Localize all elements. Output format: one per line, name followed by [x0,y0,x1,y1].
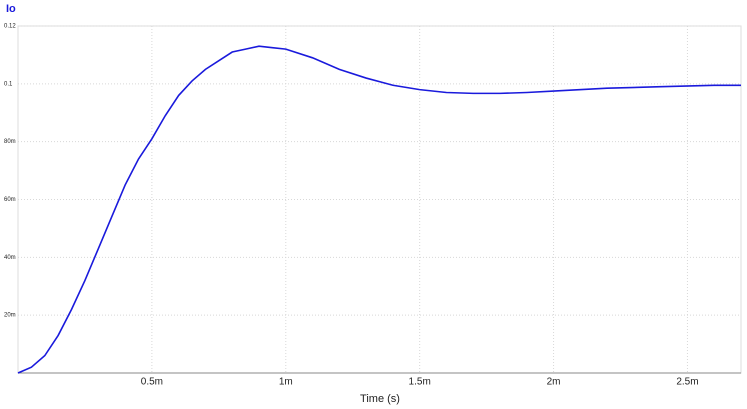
chart-title: Io [6,3,16,15]
x-tick-label: 0.5m [141,377,163,388]
x-tick-label: 2m [547,377,561,388]
data-line [17,45,741,374]
y-tick-label: 40m [4,255,16,261]
x-axis-label: Time (s) [360,393,400,405]
x-tick-label: 1m [279,377,293,388]
x-tick-label: 2.5m [676,377,698,388]
x-tick-label: 1.5m [409,377,431,388]
y-tick-label: 0.1 [4,81,13,87]
y-tick-label: 0.12 [4,24,16,30]
y-tick-label: 20m [4,313,16,319]
y-tick-label: 60m [4,197,16,203]
y-tick-label: 80m [4,139,16,145]
